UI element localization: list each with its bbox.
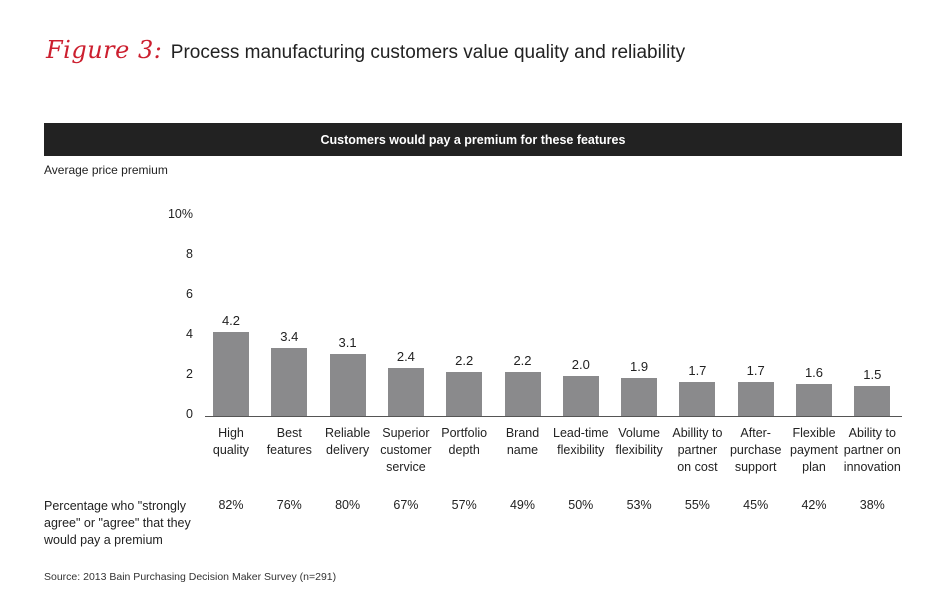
bar-value-label: 2.2 [455, 353, 474, 368]
category-label: Flexible payment plan [790, 426, 838, 474]
bar [504, 372, 541, 416]
bar [562, 376, 599, 416]
bar-value-label: 1.5 [863, 367, 882, 382]
bar [679, 382, 716, 416]
bar [737, 382, 774, 416]
agree-percentage: 82% [218, 498, 244, 512]
agree-percentage: 49% [509, 498, 536, 512]
agree-percentage: 55% [684, 498, 710, 512]
figure-title-text: Process manufacturing customers value qu… [170, 42, 686, 63]
bar-value-label: 1.7 [746, 363, 765, 378]
y-tick-label: 0 [186, 407, 193, 421]
bar [329, 354, 366, 416]
agree-percentage: 45% [743, 498, 769, 512]
agree-percentage: 42% [801, 498, 827, 512]
source-note: Source: 2013 Bain Purchasing Decision Ma… [44, 571, 337, 583]
agree-percentage: 57% [451, 498, 477, 512]
agree-row-label: Percentage who "strongly agree" or "agre… [44, 499, 191, 547]
bar [796, 384, 832, 416]
agree-percentage: 50% [568, 498, 594, 512]
y-tick-label: 2 [186, 367, 193, 381]
category-label: Superior customer service [380, 426, 432, 474]
bar [446, 372, 483, 416]
y-tick-label: 10% [167, 207, 193, 221]
bar-value-label: 4.2 [221, 313, 241, 328]
agree-percentage: 76% [276, 498, 302, 512]
bar [387, 368, 424, 416]
agree-percentage: 67% [393, 498, 419, 512]
bar [271, 348, 308, 416]
bar [213, 332, 249, 416]
category-label: Ability to partner on innovation [843, 426, 901, 474]
agree-percentage: 53% [626, 498, 652, 512]
x-axis-line [205, 416, 902, 417]
category-label: High quality [212, 426, 250, 457]
category-label: Brand name [505, 426, 540, 457]
agree-percentage: 80% [335, 498, 361, 512]
agree-percentage: 38% [859, 498, 885, 512]
category-label: Reliable delivery [325, 426, 371, 457]
chart-banner: Customers would pay a premium for these … [44, 123, 902, 156]
bar-value-label: 2.4 [396, 349, 415, 364]
category-label: Portfolio depth [441, 426, 488, 457]
category-label: After- purchase support [729, 426, 782, 474]
bar [854, 386, 891, 416]
y-axis-title: Average price premium [44, 163, 168, 177]
bar-value-label: 2.0 [571, 357, 590, 372]
bar-value-label: 3.4 [280, 329, 299, 344]
category-label: Lead-time flexibility [553, 426, 609, 457]
bar-value-label: 1.7 [688, 363, 707, 378]
bar-value-label: 1.6 [804, 365, 824, 380]
bar [621, 378, 658, 416]
bar-value-label: 2.2 [513, 353, 532, 368]
bar-value-label: 3.1 [338, 335, 357, 350]
y-tick-label: 6 [186, 287, 193, 301]
category-label: Volume flexibility [615, 426, 663, 457]
y-tick-label: 4 [186, 327, 193, 341]
category-label: Best features [266, 426, 312, 457]
figure-label: Figure 3: [46, 36, 163, 64]
figure-title: Figure 3: Process manufacturing customer… [46, 36, 685, 64]
y-tick-label: 8 [186, 247, 193, 261]
bar-value-label: 1.9 [630, 359, 649, 374]
category-label: Abillity to partner on cost [672, 426, 723, 474]
